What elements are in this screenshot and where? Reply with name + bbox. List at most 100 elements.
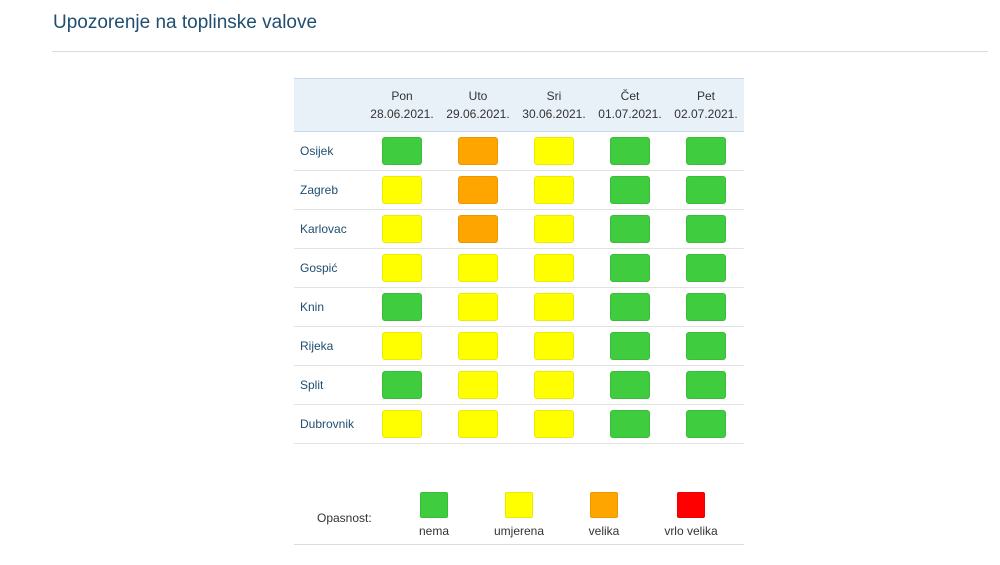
danger-level-indicator[interactable] xyxy=(686,176,726,204)
level-cell xyxy=(592,249,668,288)
level-cell xyxy=(364,288,440,327)
danger-level-indicator[interactable] xyxy=(458,137,498,165)
level-cell xyxy=(592,132,668,171)
table-body: Osijek Zagreb Karlovac Gospić Knin Rijeka Spli… xyxy=(294,132,744,444)
header-empty-cell xyxy=(294,78,364,132)
level-cell xyxy=(440,249,516,288)
legend-item-nema: nema xyxy=(394,492,474,538)
city-name[interactable]: Knin xyxy=(300,300,325,314)
table-row: Karlovac xyxy=(294,210,744,249)
danger-level-indicator[interactable] xyxy=(534,332,574,360)
danger-level-indicator[interactable] xyxy=(534,137,574,165)
level-cell xyxy=(668,210,744,249)
level-cell xyxy=(364,327,440,366)
danger-level-indicator[interactable] xyxy=(382,137,422,165)
legend-text: vrlo velika xyxy=(664,524,718,538)
danger-level-indicator[interactable] xyxy=(610,137,650,165)
legend-item-velika: velika xyxy=(564,492,644,538)
danger-level-indicator[interactable] xyxy=(382,332,422,360)
danger-level-indicator[interactable] xyxy=(382,176,422,204)
level-cell xyxy=(440,171,516,210)
day-date: 29.06.2021. xyxy=(446,107,510,121)
level-cell xyxy=(440,366,516,405)
danger-level-indicator[interactable] xyxy=(610,176,650,204)
day-date: 28.06.2021. xyxy=(370,107,434,121)
danger-level-indicator[interactable] xyxy=(458,410,498,438)
level-cell xyxy=(440,132,516,171)
city-name[interactable]: Gospić xyxy=(300,261,338,275)
danger-level-indicator[interactable] xyxy=(458,371,498,399)
level-cell xyxy=(668,366,744,405)
legend-item-vrlo-velika: vrlo velika xyxy=(651,492,731,538)
level-cell xyxy=(516,405,592,444)
danger-level-indicator[interactable] xyxy=(458,254,498,282)
legend-swatch-umjerena xyxy=(505,492,533,518)
day-name: Sri xyxy=(546,89,562,103)
city-name[interactable]: Osijek xyxy=(300,144,334,158)
danger-level-indicator[interactable] xyxy=(382,254,422,282)
table-row: Split xyxy=(294,366,744,405)
danger-level-indicator[interactable] xyxy=(458,332,498,360)
level-cell xyxy=(364,405,440,444)
page-title: Upozorenje na toplinske valove xyxy=(53,12,318,33)
day-header-cet: Čet 01.07.2021. xyxy=(592,78,668,132)
day-date: 02.07.2021. xyxy=(674,107,738,121)
table-row: Dubrovnik xyxy=(294,405,744,444)
danger-level-indicator[interactable] xyxy=(382,371,422,399)
danger-level-indicator[interactable] xyxy=(686,332,726,360)
title-divider xyxy=(52,51,988,52)
danger-level-indicator[interactable] xyxy=(382,293,422,321)
danger-level-indicator[interactable] xyxy=(610,215,650,243)
day-date: 01.07.2021. xyxy=(598,107,662,121)
danger-level-indicator[interactable] xyxy=(686,137,726,165)
level-cell xyxy=(440,210,516,249)
danger-level-indicator[interactable] xyxy=(686,410,726,438)
table-header-row: Pon 28.06.2021. Uto 29.06.2021. Sri 30.0… xyxy=(294,78,744,132)
level-cell xyxy=(592,327,668,366)
danger-level-indicator[interactable] xyxy=(458,176,498,204)
danger-level-indicator[interactable] xyxy=(610,254,650,282)
city-name[interactable]: Split xyxy=(300,378,324,392)
legend-text: nema xyxy=(418,524,450,538)
level-cell xyxy=(364,132,440,171)
level-cell xyxy=(516,249,592,288)
danger-level-indicator[interactable] xyxy=(534,410,574,438)
legend-text: velika xyxy=(588,524,620,538)
level-cell xyxy=(516,288,592,327)
danger-level-indicator[interactable] xyxy=(610,332,650,360)
danger-level-indicator[interactable] xyxy=(534,293,574,321)
danger-level-indicator[interactable] xyxy=(610,293,650,321)
level-cell xyxy=(592,405,668,444)
danger-level-indicator[interactable] xyxy=(534,254,574,282)
level-cell xyxy=(440,327,516,366)
danger-level-indicator[interactable] xyxy=(382,410,422,438)
level-cell xyxy=(668,327,744,366)
danger-level-indicator[interactable] xyxy=(686,371,726,399)
day-name: Uto xyxy=(468,89,488,103)
legend-text: umjerena xyxy=(493,524,545,538)
danger-level-indicator[interactable] xyxy=(610,410,650,438)
level-cell xyxy=(668,249,744,288)
danger-level-indicator[interactable] xyxy=(458,293,498,321)
danger-level-indicator[interactable] xyxy=(686,254,726,282)
table-row: Knin xyxy=(294,288,744,327)
day-header-pet: Pet 02.07.2021. xyxy=(668,78,744,132)
danger-level-indicator[interactable] xyxy=(686,215,726,243)
danger-level-indicator[interactable] xyxy=(458,215,498,243)
day-name: Čet xyxy=(620,89,640,103)
danger-level-indicator[interactable] xyxy=(534,371,574,399)
city-name[interactable]: Dubrovnik xyxy=(300,417,355,431)
legend-item-umjerena: umjerena xyxy=(479,492,559,538)
legend-swatch-vrlo-velika xyxy=(677,492,705,518)
city-name[interactable]: Zagreb xyxy=(300,183,339,197)
day-header-pon: Pon 28.06.2021. xyxy=(364,78,440,132)
danger-level-indicator[interactable] xyxy=(534,215,574,243)
danger-level-indicator[interactable] xyxy=(534,176,574,204)
city-name[interactable]: Karlovac xyxy=(300,222,347,236)
city-name[interactable]: Rijeka xyxy=(300,339,334,353)
danger-level-indicator[interactable] xyxy=(382,215,422,243)
level-cell xyxy=(668,171,744,210)
danger-level-indicator[interactable] xyxy=(686,293,726,321)
danger-level-indicator[interactable] xyxy=(610,371,650,399)
danger-legend: Opasnost: nema umjerena velika vrlo veli… xyxy=(294,484,744,545)
